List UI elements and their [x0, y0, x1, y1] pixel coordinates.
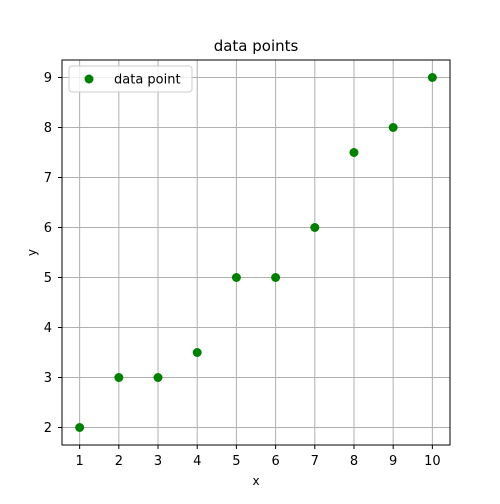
x-tick-label: 2 [115, 454, 123, 469]
legend-marker [84, 74, 94, 84]
y-tick-label: 4 [44, 321, 52, 336]
x-tick-label: 6 [271, 454, 279, 469]
data-point [231, 273, 241, 282]
x-tick-label: 4 [193, 454, 201, 469]
data-point [388, 123, 398, 132]
x-axis-label: x [252, 474, 259, 488]
data-point [271, 273, 281, 282]
data-points [75, 73, 437, 432]
data-point [427, 73, 437, 82]
x-tick-label: 10 [424, 454, 441, 469]
data-point [114, 373, 124, 382]
x-tick-label: 9 [389, 454, 397, 469]
plot-frame [61, 59, 451, 446]
x-tick-label: 7 [311, 454, 319, 469]
data-point [192, 348, 202, 357]
y-tick-label: 3 [44, 371, 52, 386]
legend: data point [68, 65, 193, 93]
x-tick-label: 3 [154, 454, 162, 469]
y-tick-label: 9 [44, 71, 52, 86]
x-tick-label: 8 [350, 454, 358, 469]
legend-label: data point [114, 73, 181, 88]
y-tick-label: 2 [44, 421, 52, 436]
data-point [75, 423, 85, 432]
x-tick-label: 5 [232, 454, 240, 469]
y-tick-label: 5 [44, 271, 52, 286]
y-tick-label: 7 [44, 171, 52, 186]
chart-title: data points [214, 37, 299, 55]
y-tick-label: 8 [44, 121, 52, 136]
y-axis-label: y [25, 249, 39, 256]
data-point [349, 148, 359, 157]
x-tick-label: 1 [75, 454, 83, 469]
data-point [310, 223, 320, 232]
legend-box [68, 65, 193, 93]
y-tick-label: 6 [44, 221, 52, 236]
data-point [153, 373, 163, 382]
axis-ticks: 1 2 3 4 5 6 7 8 9 10 2 3 4 5 6 7 8 9 [44, 71, 441, 469]
